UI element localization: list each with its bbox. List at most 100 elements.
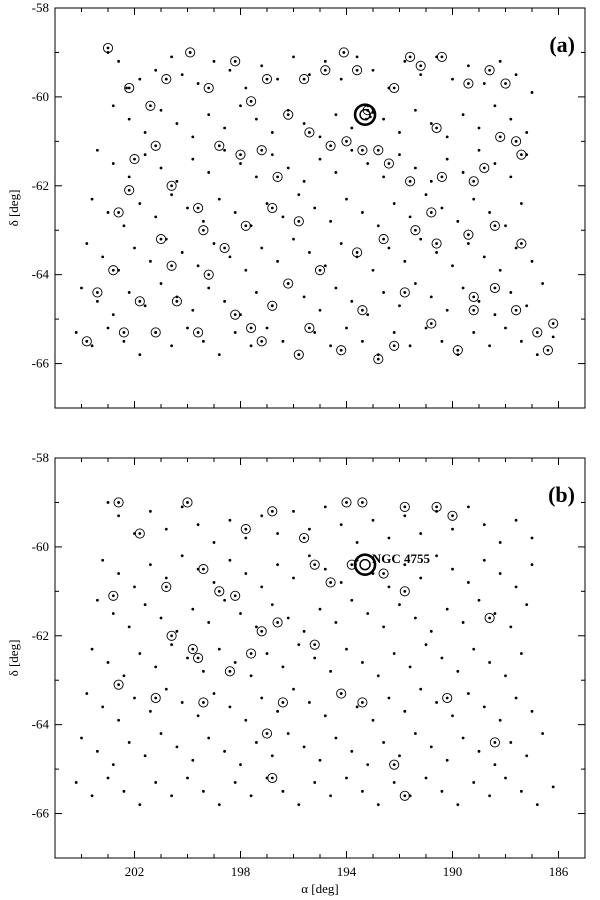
star-point bbox=[308, 251, 311, 254]
star-point bbox=[207, 171, 211, 174]
member-ring bbox=[468, 305, 479, 316]
star-point bbox=[281, 665, 285, 669]
member-ring bbox=[129, 154, 140, 165]
star-point bbox=[175, 629, 179, 633]
star-point bbox=[429, 295, 433, 299]
star-point bbox=[244, 718, 248, 722]
member-point bbox=[196, 656, 200, 660]
star-point bbox=[456, 669, 460, 673]
panel-b-x-tick-labels: 202 198 194 190 186 bbox=[125, 864, 569, 879]
star-point bbox=[509, 175, 513, 179]
star-point bbox=[302, 122, 306, 125]
panel-a-frame bbox=[54, 7, 586, 409]
star-point bbox=[196, 264, 200, 268]
star-point bbox=[334, 736, 338, 740]
star-point bbox=[482, 82, 486, 85]
star-point bbox=[355, 541, 359, 544]
star-point bbox=[233, 211, 237, 214]
star-point bbox=[451, 77, 454, 81]
star-point bbox=[180, 251, 184, 254]
star-point bbox=[551, 335, 555, 339]
star-point bbox=[334, 171, 338, 174]
star-point bbox=[292, 687, 295, 691]
star-point bbox=[403, 563, 407, 567]
star-point bbox=[196, 714, 200, 718]
star-point bbox=[361, 789, 364, 793]
member-ring bbox=[193, 652, 204, 664]
panel-b: -58 -60 -62 -64 -66 202 198 194 190 186 (b) δ [d… bbox=[6, 450, 586, 896]
star-point bbox=[345, 197, 348, 201]
star-point bbox=[345, 326, 348, 330]
member-point bbox=[244, 527, 248, 531]
star-point bbox=[164, 687, 168, 691]
member-point bbox=[228, 669, 232, 673]
star-point bbox=[154, 781, 158, 784]
member-ring bbox=[240, 524, 251, 535]
member-point bbox=[164, 585, 168, 589]
star-point bbox=[217, 197, 221, 201]
member-ring bbox=[224, 666, 235, 677]
member-ring bbox=[277, 697, 288, 708]
star-point bbox=[472, 197, 476, 201]
star-point bbox=[196, 523, 200, 527]
panel-a-points bbox=[74, 42, 559, 365]
member-point bbox=[339, 692, 343, 695]
member-point bbox=[138, 532, 142, 535]
star-point bbox=[85, 242, 89, 245]
member-ring bbox=[182, 497, 193, 508]
member-ring bbox=[193, 202, 204, 214]
member-point bbox=[392, 344, 396, 348]
star-point bbox=[106, 501, 110, 504]
star-point bbox=[175, 122, 179, 125]
member-point bbox=[270, 509, 274, 513]
star-point bbox=[514, 518, 518, 522]
star-point bbox=[371, 268, 375, 272]
panel-a-y-axis-label: δ [deg] bbox=[6, 190, 21, 227]
star-point bbox=[96, 299, 99, 303]
member-ring bbox=[108, 590, 119, 601]
member-point bbox=[154, 696, 158, 700]
star-point bbox=[228, 705, 232, 709]
star-point bbox=[435, 701, 438, 704]
star-point bbox=[202, 669, 205, 673]
member-ring bbox=[299, 74, 310, 85]
star-point bbox=[514, 246, 518, 250]
star-point bbox=[530, 709, 534, 713]
star-point bbox=[408, 344, 412, 348]
member-point bbox=[260, 339, 264, 343]
star-point bbox=[493, 104, 497, 108]
star-point bbox=[270, 153, 274, 157]
member-point bbox=[456, 348, 460, 352]
member-point bbox=[302, 536, 306, 540]
ngc4755-annotation: NGC 4755 bbox=[372, 551, 431, 566]
star-point bbox=[472, 331, 476, 334]
star-point bbox=[127, 291, 131, 294]
member-point bbox=[493, 286, 497, 290]
star-point bbox=[445, 308, 449, 312]
star-point bbox=[392, 202, 396, 205]
star-point bbox=[302, 629, 306, 633]
star-point bbox=[382, 117, 385, 121]
star-point bbox=[514, 73, 518, 77]
member-ring bbox=[489, 282, 500, 294]
member-ring bbox=[214, 586, 225, 597]
star-point bbox=[355, 705, 359, 709]
star-point bbox=[382, 625, 385, 629]
member-point bbox=[440, 55, 444, 59]
member-ring bbox=[431, 122, 442, 134]
star-point bbox=[329, 219, 332, 223]
star-point bbox=[74, 781, 78, 784]
star-point bbox=[520, 202, 523, 205]
star-point bbox=[530, 536, 534, 540]
star-point bbox=[122, 339, 126, 343]
member-ring bbox=[373, 354, 384, 365]
member-point bbox=[149, 104, 152, 108]
member-point bbox=[392, 763, 396, 767]
star-point bbox=[212, 541, 216, 544]
member-ring bbox=[479, 162, 490, 174]
member-point bbox=[170, 184, 174, 188]
star-point bbox=[429, 122, 433, 125]
member-ring bbox=[150, 140, 161, 151]
star-point bbox=[493, 763, 497, 767]
star-point bbox=[477, 148, 481, 152]
